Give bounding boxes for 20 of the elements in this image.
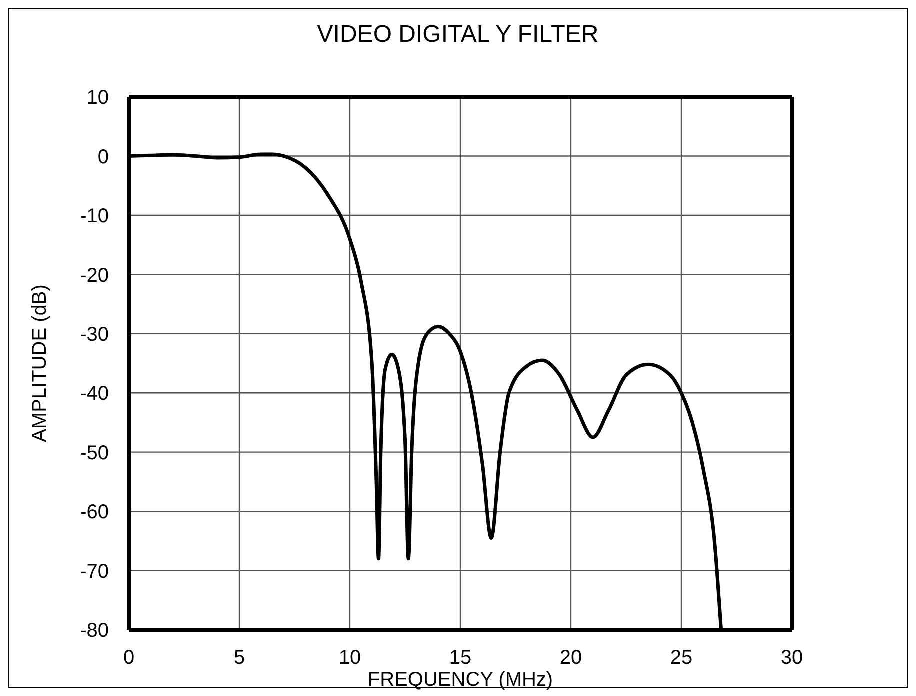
y-tick-label: -20 — [80, 264, 109, 287]
x-tick-label: 5 — [234, 647, 246, 670]
y-tick-label: -50 — [80, 442, 109, 464]
y-axis-title: AMPLITUDE (dB) — [29, 284, 52, 442]
y-tick-label: -40 — [80, 383, 109, 406]
y-tick-label: -60 — [80, 502, 109, 524]
y-tick-label: -30 — [80, 324, 109, 346]
chart-title: VIDEO DIGITAL Y FILTER — [316, 21, 600, 49]
x-tick-label: 25 — [670, 647, 693, 670]
y-tick-label: 10 — [86, 87, 109, 110]
x-axis-title: FREQUENCY (MHz) — [368, 669, 554, 691]
x-tick-label: 0 — [123, 647, 135, 670]
x-tick-label: 20 — [560, 647, 582, 670]
y-tick-label: -80 — [80, 620, 109, 642]
x-tick-label: 10 — [338, 647, 362, 670]
x-tick-label: 15 — [449, 647, 472, 670]
y-tick-label: -10 — [80, 206, 109, 228]
x-tick-label: 30 — [780, 647, 804, 670]
y-tick-label: -70 — [80, 560, 109, 583]
y-tick-label: 0 — [98, 146, 109, 168]
